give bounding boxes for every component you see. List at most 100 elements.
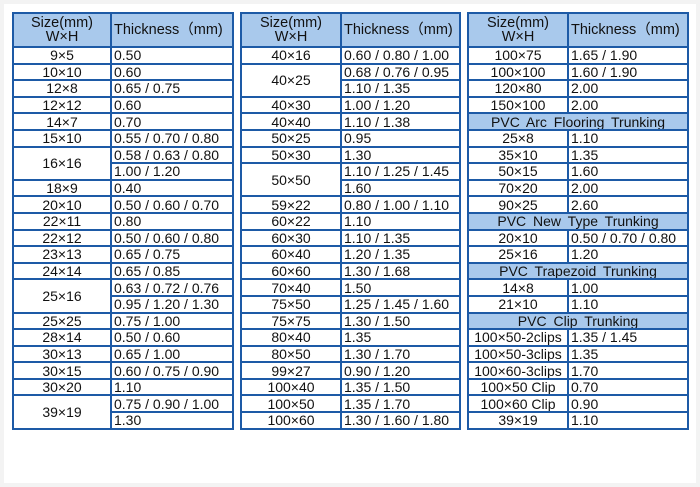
size-cell: 59×22 <box>240 195 342 214</box>
size-cell: 90×25 <box>467 195 569 214</box>
table-row: 59×22 0.80 / 1.00 / 1.10 <box>240 195 461 214</box>
thickness-cell: 1.10 <box>567 128 689 148</box>
size-cell: 100×75 <box>467 46 569 65</box>
size-cell: 25×16 <box>467 245 569 264</box>
size-header-line1: Size(mm) <box>486 15 550 31</box>
thickness-cell: 1.10 <box>110 377 234 397</box>
thickness-cell: 0.50 / 0.60 <box>110 328 234 347</box>
size-cell: 12×12 <box>12 95 112 115</box>
size-header-line1: Size(mm) <box>30 15 94 31</box>
size-cell: 24×14 <box>12 261 112 281</box>
size-header: Size(mm) W×H <box>12 12 112 48</box>
table-row: 150×100 2.00 <box>467 95 689 115</box>
thickness-cell: 1.30 <box>340 145 461 165</box>
table-row: 1.60 <box>241 178 461 198</box>
size-cell: 100×60 <box>240 411 342 430</box>
thickness-cell: 0.50 <box>110 46 234 65</box>
thickness-cell: 0.50 / 0.70 / 0.80 <box>567 228 689 248</box>
table-row: 100×60 1.30 / 1.60 / 1.80 <box>240 411 461 430</box>
size-cell: 70×40 <box>240 278 342 297</box>
thickness-cell: 0.65 / 0.75 <box>110 245 234 264</box>
thickness-cell: 0.60 / 0.80 / 1.00 <box>340 46 461 65</box>
thickness-cell: 0.58 / 0.63 / 0.80 <box>110 145 234 165</box>
size-cell: 20×10 <box>467 228 569 248</box>
size-cell: 50×15 <box>467 162 569 181</box>
size-table-2: Size(mm) W×H Thickness（mm) 40×16 0.60 / 0.80… <box>240 12 461 430</box>
thickness-cell: 0.65 / 1.00 <box>110 344 234 364</box>
table-row: 25×16 1.20 <box>467 245 689 264</box>
thickness-cell: 2.60 <box>567 195 689 214</box>
table-row: 23×13 0.65 / 0.75 <box>12 245 234 264</box>
thickness-cell: 0.60 <box>110 95 234 115</box>
thickness-cell: 2.00 <box>567 178 689 198</box>
table-row: 14×8 1.00 <box>467 278 689 297</box>
table-row: 20×10 0.50 / 0.60 / 0.70 <box>12 195 234 214</box>
table-row: 35×10 1.35 <box>467 145 689 165</box>
table-row: 30×15 0.60 / 0.75 / 0.90 <box>12 361 234 380</box>
size-cell: 14×8 <box>467 278 569 297</box>
thickness-cell: 0.50 / 0.60 / 0.70 <box>110 195 234 214</box>
thickness-cell: 1.30 <box>110 411 234 430</box>
thickness-cell: 1.35 <box>567 145 689 165</box>
size-cell: 70×20 <box>467 178 569 198</box>
size-cell: 25×25 <box>12 311 112 331</box>
thickness-cell: 1.35 / 1.70 <box>340 394 461 414</box>
table-row: 25×16 0.63 / 0.72 / 0.76 <box>12 278 234 314</box>
thickness-cell: 1.10 / 1.25 / 1.45 <box>340 162 461 181</box>
size-cell: 40×25 <box>240 62 342 98</box>
size-cell: 39×19 <box>467 411 569 430</box>
thickness-cell: 1.70 <box>567 361 689 380</box>
size-header-line2: W×H <box>501 29 535 45</box>
thickness-header: Thickness（mm) <box>110 12 234 48</box>
table-row: 24×14 0.65 / 0.85 <box>12 261 234 281</box>
table-row: 22×11 0.80 <box>12 211 234 231</box>
table-row: 70×20 2.00 <box>467 178 689 198</box>
table-row: 15×10 0.55 / 0.70 / 0.80 <box>12 128 234 148</box>
table-row: 40×25 0.68 / 0.76 / 0.95 <box>240 62 461 98</box>
table-row: 100×50-3clips 1.35 <box>467 344 689 364</box>
thickness-cell: 1.00 / 1.20 <box>110 162 234 181</box>
table-row: 22×12 0.50 / 0.60 / 0.80 <box>12 228 234 248</box>
thickness-cell: 1.30 / 1.50 <box>340 311 461 331</box>
thickness-cell: 1.65 / 1.90 <box>567 46 689 65</box>
size-header-line2: W×H <box>274 29 308 45</box>
thickness-cell: 0.75 / 1.00 <box>110 311 234 331</box>
thickness-cell: 0.95 <box>340 128 461 148</box>
thickness-cell: 2.00 <box>567 79 689 98</box>
thickness-cell: 1.60 / 1.90 <box>567 62 689 82</box>
size-cell: 100×50-2clips <box>467 328 569 347</box>
thickness-cell: 0.80 <box>110 211 234 231</box>
size-cell: 100×40 <box>240 377 342 397</box>
thickness-cell: 0.65 / 0.85 <box>110 261 234 281</box>
size-cell: 9×5 <box>12 46 112 65</box>
thickness-cell: 0.90 <box>567 394 689 414</box>
table-row: 1.30 <box>13 411 234 430</box>
section-title: PVC Clip Trunking <box>467 311 689 331</box>
size-cell: 60×40 <box>240 245 342 264</box>
thickness-cell: 1.35 / 1.45 <box>567 328 689 347</box>
thickness-cell: 1.30 / 1.68 <box>340 261 461 281</box>
section-row: PVC Arc Flooring Trunking <box>467 112 689 131</box>
size-cell: 21×10 <box>467 294 569 314</box>
table-row: 12×8 0.65 / 0.75 <box>12 79 234 98</box>
size-cell: 23×13 <box>12 245 112 264</box>
thickness-cell: 0.90 / 1.20 <box>340 361 461 380</box>
thickness-cell: 1.20 <box>567 245 689 264</box>
table-row: 18×9 0.40 <box>12 178 234 198</box>
thickness-cell: 0.50 / 0.60 / 0.80 <box>110 228 234 248</box>
size-cell: 50×25 <box>240 128 342 148</box>
size-table-1: Size(mm) W×H Thickness（mm) 9×5 0.50 10×10 0.60… <box>12 12 234 430</box>
size-cell: 60×22 <box>240 211 342 231</box>
size-cell: 35×10 <box>467 145 569 165</box>
table-row: 60×22 1.10 <box>240 211 461 231</box>
table-row: 60×30 1.10 / 1.35 <box>240 228 461 248</box>
header-row: Size(mm) W×H Thickness（mm) <box>12 12 234 48</box>
thickness-cell: 1.10 / 1.35 <box>340 228 461 248</box>
thickness-cell: 1.25 / 1.45 / 1.60 <box>340 294 461 314</box>
size-header: Size(mm) W×H <box>467 12 569 48</box>
thickness-cell: 1.00 <box>567 278 689 297</box>
size-cell: 50×30 <box>240 145 342 165</box>
size-cell: 100×50 Clip <box>467 377 569 397</box>
size-cell: 100×100 <box>467 62 569 82</box>
table-row: 14×7 0.70 <box>12 112 234 131</box>
